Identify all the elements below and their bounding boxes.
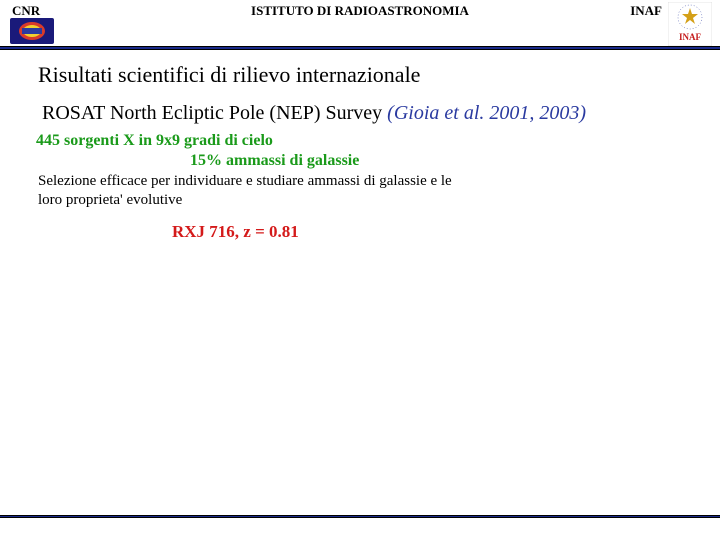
subtitle-row: ROSAT North Ecliptic Pole (NEP) Survey (… (42, 102, 586, 125)
top-divider-bar (0, 46, 720, 50)
header-center-label: ISTITUTO DI RADIOASTRONOMIA (0, 3, 720, 19)
bottom-divider-bar (0, 515, 720, 518)
highlight-label: RXJ 716, z = 0.81 (172, 222, 299, 242)
subtitle-reference: (Gioia et al. 2001, 2003) (387, 102, 586, 124)
description-text: Selezione efficace per individuare e stu… (38, 172, 458, 210)
stat-line-2: 15% ammassi di galassie (190, 152, 359, 170)
slide-header: CNR ISTITUTO DI RADIOASTRONOMIA INAF INA… (0, 0, 720, 48)
inaf-logo-label: INAF (679, 32, 702, 42)
inaf-logo-icon: INAF (668, 2, 712, 46)
slide-title: Risultati scientifici di rilievo interna… (38, 62, 420, 88)
cnr-logo-icon (10, 18, 54, 44)
subtitle-main: ROSAT North Ecliptic Pole (NEP) Survey (42, 102, 387, 124)
header-right-label: INAF (630, 3, 662, 19)
stat-line-1: 445 sorgenti X in 9x9 gradi di cielo (36, 132, 273, 150)
